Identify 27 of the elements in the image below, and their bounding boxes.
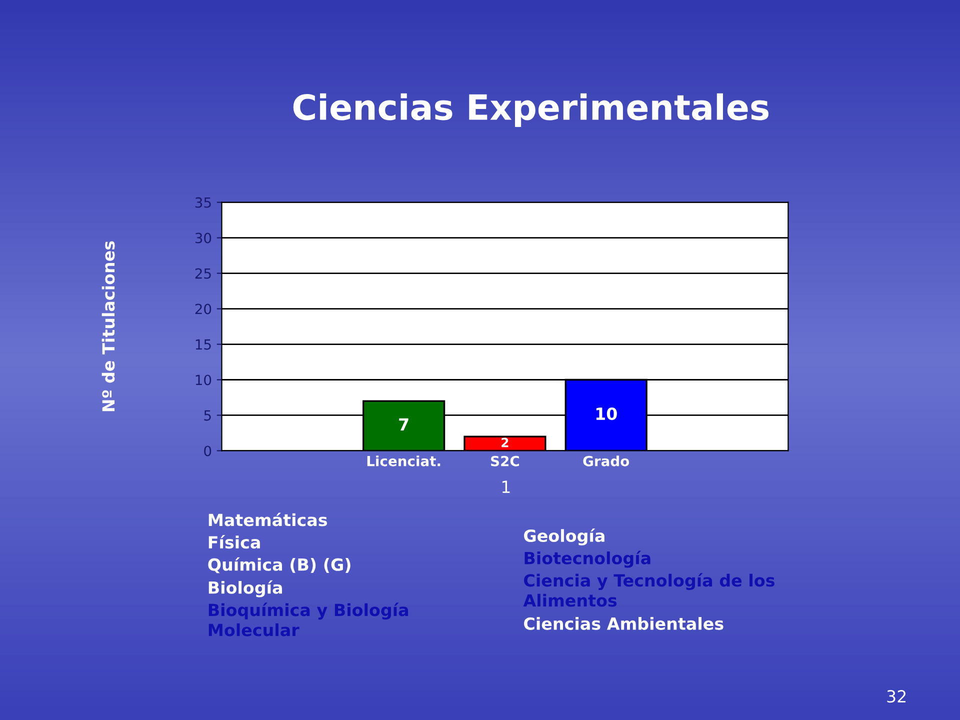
y-tick-label: 0 (204, 446, 212, 456)
y-tick-label: 20 (195, 304, 212, 314)
text: Ciencia y Tecnología de los Alimentos (523, 573, 774, 607)
y-tick-label: 15 (196, 339, 211, 350)
data-label: 2 (502, 438, 508, 448)
text: 1 (502, 480, 510, 493)
y-tick-label: 35 (195, 197, 211, 208)
text: Matemáticas (208, 512, 328, 526)
text: Biotecnología (524, 550, 650, 568)
text: Geología (524, 528, 604, 546)
text: Bioquímica y Biología Molecular (208, 602, 408, 636)
text: Biología (208, 580, 282, 598)
x-tick-label: Licenciat. (367, 456, 440, 466)
chart-title: Ciencias Experimentales (293, 93, 768, 127)
data-label: 10 (596, 407, 617, 420)
text: Ciencias Ambientales (524, 617, 724, 630)
text: 32 (887, 690, 906, 703)
x-tick-label: S2C (491, 456, 520, 466)
x-tick-label: Grado (583, 456, 630, 466)
text: Física (208, 535, 260, 549)
y-tick-label: 5 (204, 410, 211, 421)
y-tick-label: 30 (195, 232, 212, 244)
y-tick-label: 25 (195, 268, 211, 279)
y-axis-title: Nº de Titulaciones (102, 241, 115, 412)
text: Química (B) (G) (208, 557, 350, 574)
data-label: 7 (399, 418, 408, 430)
y-tick-label: 10 (196, 374, 212, 386)
